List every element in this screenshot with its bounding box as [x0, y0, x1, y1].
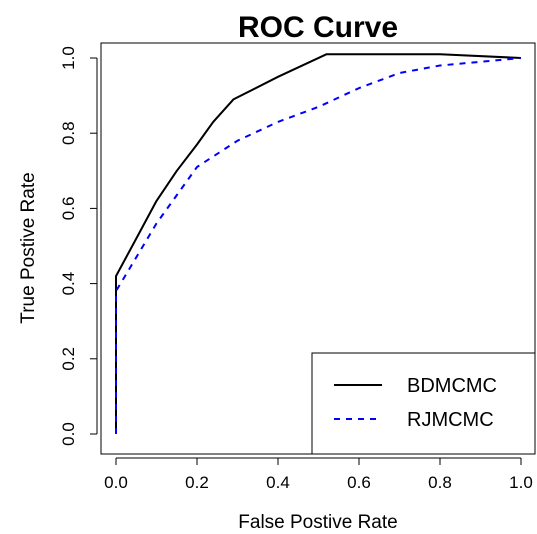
- y-tick-label: 0.4: [59, 272, 78, 296]
- x-tick-label: 0.8: [428, 473, 452, 492]
- x-tick-label: 0.0: [104, 473, 128, 492]
- series-line-rjmcmc: [115, 57, 522, 434]
- x-axis-label: False Postive Rate: [238, 512, 397, 533]
- chart-title: ROC Curve: [238, 11, 398, 44]
- legend: BDMCMC RJMCMC: [311, 352, 536, 455]
- legend-box: [311, 352, 536, 455]
- series-line-bdmcmc: [115, 53, 522, 434]
- x-tick-label: 0.2: [185, 473, 209, 492]
- y-tick-label: 0.6: [59, 197, 78, 221]
- y-tick-label: 0.8: [59, 121, 78, 145]
- y-tick-label: 0.2: [59, 347, 78, 371]
- y-tick-label: 0.0: [59, 422, 78, 446]
- legend-label-rjmcmc: RJMCMC: [407, 409, 494, 431]
- y-axis-ticks: 0.0 0.2 0.4 0.6 0.8 1.0: [59, 46, 97, 446]
- x-axis-ticks: 0.0 0.2 0.4 0.6 0.8 1.0: [104, 458, 533, 492]
- x-tick-label: 0.4: [266, 473, 290, 492]
- x-tick-label: 0.6: [347, 473, 371, 492]
- series-layer: [115, 53, 522, 434]
- y-axis-label: True Postive Rate: [18, 172, 39, 323]
- legend-label-bdmcmc: BDMCMC: [407, 375, 497, 397]
- y-tick-label: 1.0: [59, 46, 78, 70]
- x-tick-label: 1.0: [509, 473, 533, 492]
